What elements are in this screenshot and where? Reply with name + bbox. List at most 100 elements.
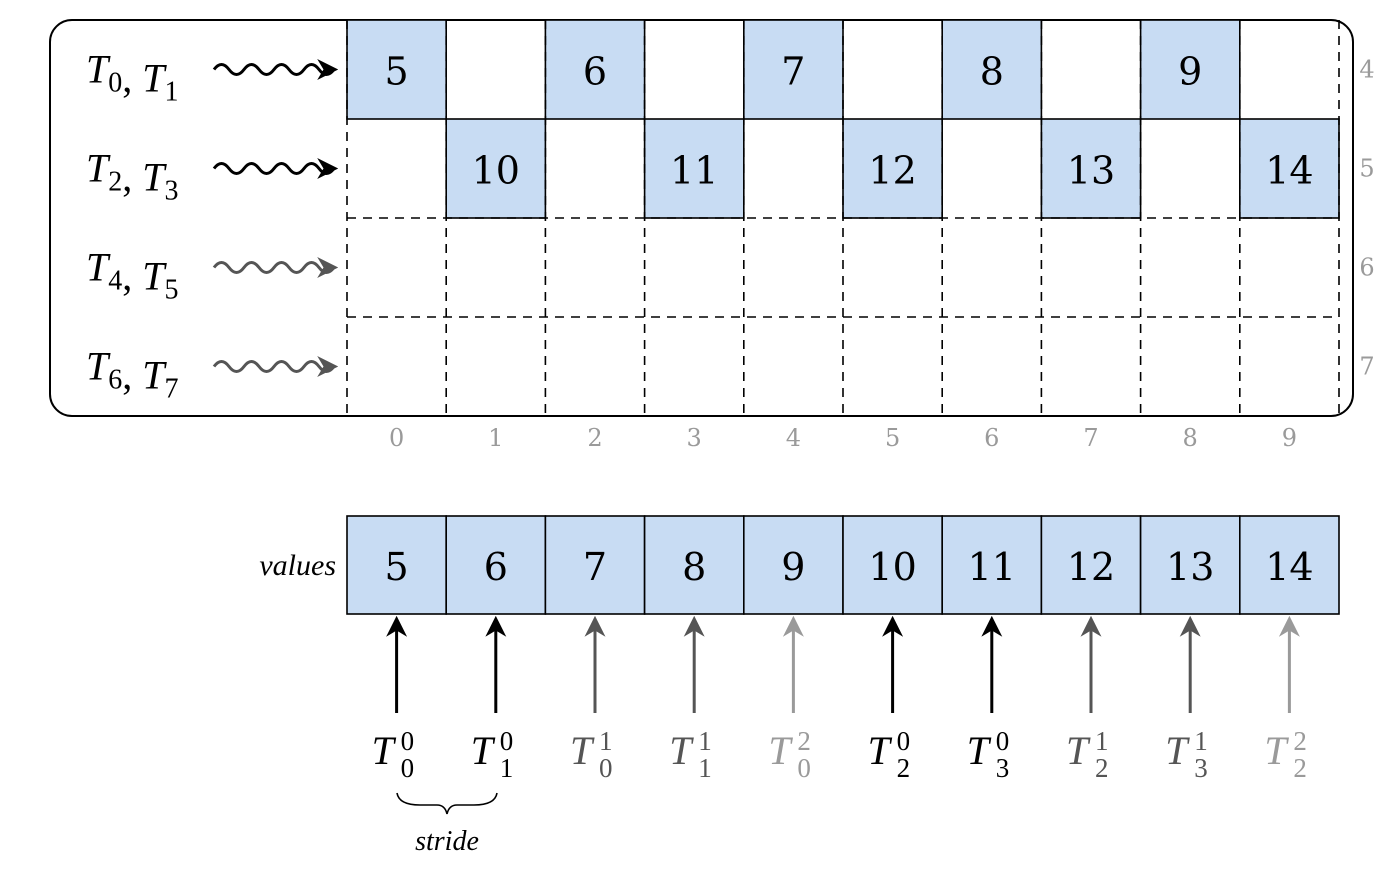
matrix-cell-value: 11 xyxy=(670,149,718,193)
thread-subscript: 0 xyxy=(797,753,811,783)
matrix-cell-value: 13 xyxy=(1067,149,1115,193)
values-cell xyxy=(842,515,943,615)
values-cell xyxy=(1239,515,1340,615)
thread-base: T xyxy=(142,254,167,299)
row-index-label: 5 xyxy=(1359,155,1374,183)
thread-separator: , xyxy=(122,56,142,101)
values-cell xyxy=(1139,515,1241,615)
column-index-label: 3 xyxy=(687,424,702,452)
thread-separator: , xyxy=(122,353,142,398)
values-cell-value: 7 xyxy=(583,545,607,589)
matrix-cell-value: 6 xyxy=(583,50,607,94)
thread-subscript: 2 xyxy=(897,753,911,783)
column-index-label: 7 xyxy=(1083,424,1098,452)
thread-subscript: 7 xyxy=(165,374,179,405)
values-label: values xyxy=(259,549,336,582)
thread-subscript: 0 xyxy=(599,753,613,783)
thread-base: T xyxy=(1264,728,1289,773)
row-thread-label: T2, T3 xyxy=(86,146,179,207)
stride-label: stride xyxy=(415,826,479,857)
thread-base: T xyxy=(967,728,992,773)
row-thread-label: T0, T1 xyxy=(86,47,179,108)
row-thread-label: T6, T7 xyxy=(86,344,179,405)
values-cell xyxy=(941,515,1043,615)
thread-superscript: 0 xyxy=(401,726,415,756)
thread-separator: , xyxy=(122,254,142,299)
values-array: values 5 6 7 8 9 10 11 12 13 14T 0 0 T 0 1 T 1 0 T 1 1 T 2 0 T 0 2 T… xyxy=(259,515,1340,783)
column-index-label: 1 xyxy=(488,424,503,452)
values-cell-value: 5 xyxy=(385,545,409,589)
matrix-cell-value: 5 xyxy=(385,50,409,94)
thread-separator: , xyxy=(122,155,142,200)
thread-base: T xyxy=(868,728,893,773)
thread-subscript: 0 xyxy=(108,68,122,99)
values-cell xyxy=(742,515,844,615)
row-index-label: 4 xyxy=(1359,56,1374,84)
thread-subscript: 0 xyxy=(401,753,415,783)
row-index-label: 6 xyxy=(1359,254,1374,282)
thread-base: T xyxy=(1066,728,1091,773)
thread-subscript: 3 xyxy=(996,753,1010,783)
column-index-label: 8 xyxy=(1183,424,1198,452)
thread-base: T xyxy=(471,728,496,773)
thread-subscript: 1 xyxy=(500,753,514,783)
thread-base: T xyxy=(570,728,595,773)
wavy-arrow xyxy=(212,261,337,288)
thread-superscript: 0 xyxy=(897,726,911,756)
values-cell xyxy=(346,515,447,615)
thread-superscript: 2 xyxy=(1293,726,1307,756)
values-cell-value: 8 xyxy=(682,545,706,589)
values-cell xyxy=(544,515,646,615)
thread-subscript: 4 xyxy=(108,266,122,297)
thread-subscript: 3 xyxy=(1194,753,1208,783)
thread-subscript: 6 xyxy=(108,365,122,396)
thread-subscript: 1 xyxy=(165,77,179,108)
thread-base: T xyxy=(86,47,111,92)
thread-base: T xyxy=(86,146,111,191)
thread-superscript: 2 xyxy=(797,726,811,756)
thread-base: T xyxy=(142,56,167,101)
matrix-cell xyxy=(1239,118,1340,219)
thread-subscript: 5 xyxy=(165,275,179,306)
thread-base: T xyxy=(86,344,111,389)
values-cell-value: 6 xyxy=(484,545,508,589)
thread-base: T xyxy=(372,728,397,773)
column-index-label: 6 xyxy=(984,424,999,452)
thread-superscript: 0 xyxy=(500,726,514,756)
thread-base: T xyxy=(142,155,167,200)
values-cell-value: 10 xyxy=(868,545,916,589)
column-index-label: 5 xyxy=(885,424,900,452)
thread-subscript: 1 xyxy=(698,753,712,783)
wavy-arrow xyxy=(212,63,337,90)
values-cell xyxy=(445,515,547,615)
thread-base: T xyxy=(142,353,167,398)
values-cell-value: 12 xyxy=(1067,545,1115,589)
thread-superscript: 1 xyxy=(698,726,712,756)
matrix-cell xyxy=(346,19,447,120)
thread-base: T xyxy=(768,728,793,773)
column-index-label: 9 xyxy=(1282,424,1297,452)
values-cell-value: 9 xyxy=(781,545,805,589)
matrix-cell-value: 8 xyxy=(980,50,1004,94)
thread-subscript: 2 xyxy=(1095,753,1109,783)
column-index-label: 0 xyxy=(389,424,404,452)
stride-brace-group: stride xyxy=(396,792,498,857)
matrix-cell xyxy=(1040,118,1142,219)
wavy-arrow xyxy=(212,360,337,387)
thread-subscript: 2 xyxy=(108,167,122,198)
values-cell-value: 14 xyxy=(1265,545,1313,589)
row-index-label: 7 xyxy=(1359,353,1374,381)
wavy-arrow xyxy=(212,162,337,189)
values-cell-value: 11 xyxy=(968,545,1016,589)
values-cell-value: 13 xyxy=(1166,545,1214,589)
